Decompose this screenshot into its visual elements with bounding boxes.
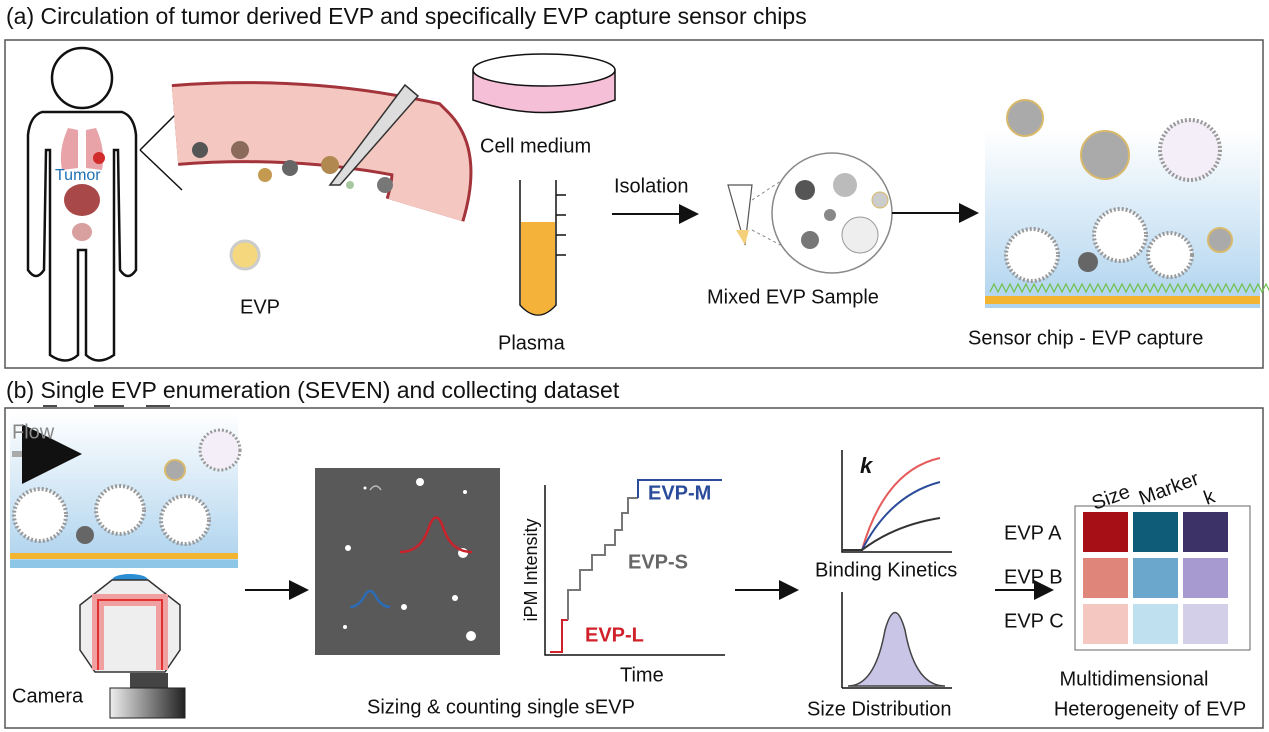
mixed-sample-label: Mixed EVP Sample [707, 286, 879, 308]
vessel-particles [192, 141, 393, 193]
flow-particles [12, 428, 242, 546]
camera-top [130, 673, 168, 688]
panel-a-frame [4, 39, 1264, 369]
column-label: Marker [1136, 468, 1202, 510]
sizing-label: Sizing & counting single sEVP [367, 696, 635, 718]
tumor-label: Tumor [55, 167, 101, 184]
chip-gold [10, 553, 238, 559]
flow-label: Flow [12, 421, 55, 443]
summary-line: Multidimensional [1060, 668, 1209, 690]
peak-blue [349, 589, 391, 609]
isolation-label: Isolation [614, 175, 689, 197]
linkers [989, 282, 1269, 294]
evp-l-label: EVP-L [585, 624, 644, 646]
evp-label: EVP [240, 296, 280, 318]
tube [519, 180, 566, 316]
heatmap [1083, 512, 1228, 644]
row-label: EVP B [1004, 566, 1063, 588]
curve-black [842, 517, 941, 551]
vessel [171, 84, 470, 221]
step-axes [544, 485, 725, 656]
peak-red [399, 516, 473, 554]
iscat-image [315, 468, 500, 655]
human [26, 46, 138, 362]
x-axis-label: Time [620, 664, 664, 686]
mixed-particles [795, 173, 889, 254]
camera-label: Camera [12, 685, 84, 707]
k-label: k [860, 453, 874, 478]
sensor-chip-label: Sensor chip - EVP capture [968, 327, 1203, 349]
kinetics-axes [841, 450, 952, 553]
image-spots [343, 478, 476, 641]
camera [109, 687, 186, 719]
plasma-label: Plasma [498, 332, 566, 354]
heatmap-frame [1074, 505, 1251, 651]
row-label: EVP A [1004, 522, 1062, 544]
tiny-tube-fill [736, 230, 749, 245]
objective [79, 574, 181, 673]
row-label: EVP C [1004, 610, 1064, 632]
binding-label: Binding Kinetics [815, 559, 957, 581]
distribution-curve [847, 611, 946, 687]
step-m [637, 479, 722, 498]
size-distribution-label: Size Distribution [807, 698, 952, 720]
petri-dish [472, 53, 616, 114]
panel-b-title: (b) Single EVP enumeration (SEVEN) and c… [6, 377, 620, 403]
step-s [567, 497, 638, 620]
evp-icon [229, 239, 261, 271]
chip-particles [1004, 99, 1233, 283]
panel-a-title: (a) Circulation of tumor derived EVP and… [6, 3, 807, 29]
evp-m-label: EVP-M [648, 482, 711, 504]
chip-gold [985, 296, 1260, 304]
curve-blue [842, 481, 941, 551]
cell-medium-label: Cell medium [480, 135, 591, 157]
chip-substrate [10, 560, 238, 568]
step-l [550, 619, 568, 653]
evp-s-label: EVP-S [628, 551, 688, 573]
y-axis-label: iPM Intensity [521, 518, 541, 621]
organs [60, 128, 105, 241]
panel-b-frame [4, 407, 1264, 729]
needle [328, 83, 420, 186]
column-label: Size [1089, 481, 1133, 515]
curve-red [842, 457, 941, 551]
summary-line: Heterogeneity of EVP [1054, 698, 1246, 720]
peak-small [369, 485, 382, 491]
distribution-axes [841, 592, 952, 689]
